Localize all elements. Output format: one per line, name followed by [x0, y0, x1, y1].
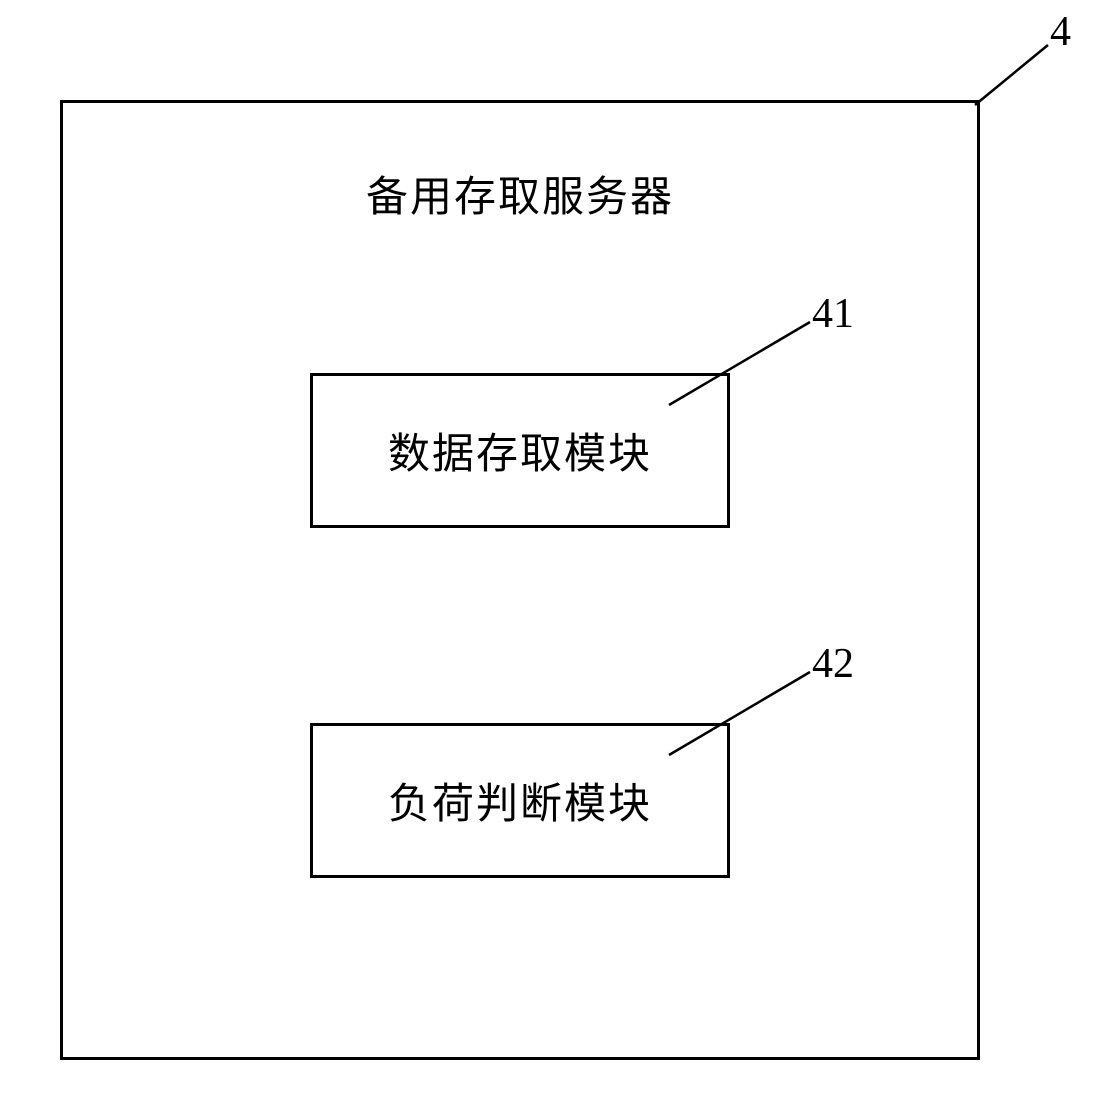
module-1-label: 41 [812, 290, 854, 338]
leader-line-main [975, 45, 1048, 105]
module-1-text: 数据存取模块 [388, 420, 652, 481]
module-box-2: 负荷判断模块 [310, 723, 730, 878]
module-box-1: 数据存取模块 [310, 373, 730, 528]
server-container: 备用存取服务器 数据存取模块 负荷判断模块 [60, 100, 980, 1060]
module-2-text: 负荷判断模块 [388, 770, 652, 831]
module-2-label: 42 [812, 640, 854, 688]
server-title: 备用存取服务器 [366, 163, 674, 224]
main-label: 4 [1050, 8, 1071, 56]
